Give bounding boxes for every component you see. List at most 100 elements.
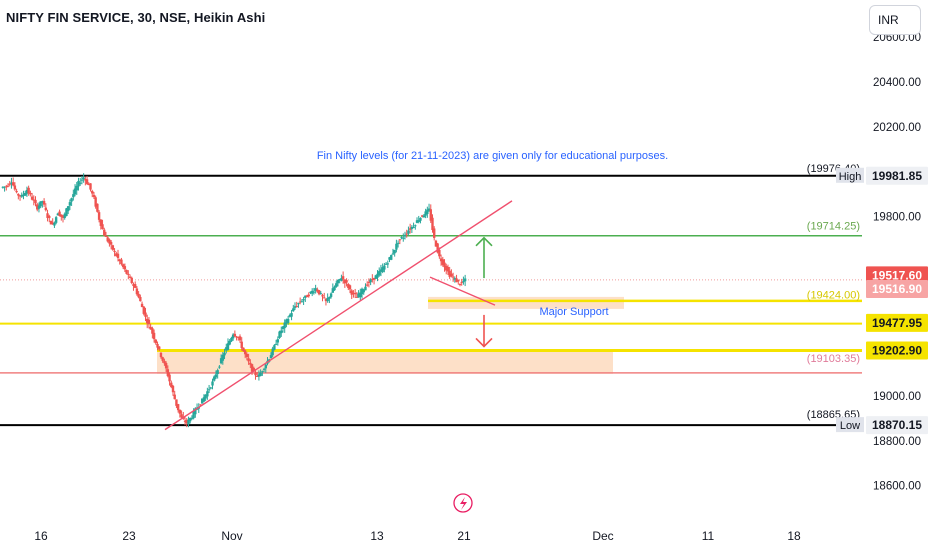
candle: [381, 263, 384, 274]
candle-body: [36, 204, 39, 210]
candle-body: [446, 267, 450, 272]
candle: [190, 415, 194, 421]
price-tick-label: 20200.00: [873, 122, 921, 134]
candle-body: [341, 276, 345, 280]
candle: [99, 219, 103, 230]
candle: [276, 336, 280, 346]
candle-body: [56, 213, 60, 216]
candle: [274, 339, 278, 346]
candle-body: [403, 235, 407, 237]
candle: [97, 210, 101, 223]
candle-body: [314, 288, 317, 291]
candle: [175, 399, 178, 409]
candle: [180, 410, 183, 419]
candle: [80, 175, 84, 185]
candle: [94, 195, 97, 209]
time-tick-label: Nov: [221, 529, 242, 543]
candle: [49, 220, 53, 225]
candle-body: [206, 391, 209, 397]
candle-body: [151, 328, 154, 334]
candle-body: [310, 290, 314, 294]
candle-body: [328, 296, 331, 299]
candle: [408, 223, 412, 234]
candle: [369, 278, 372, 286]
candle-body: [395, 243, 398, 250]
candle: [87, 182, 90, 186]
candle: [164, 361, 168, 373]
candle-body: [65, 208, 68, 217]
candle: [388, 256, 391, 263]
candle-body: [378, 271, 381, 276]
candle-body: [178, 409, 182, 414]
candle: [125, 269, 128, 275]
candle-body: [101, 224, 104, 230]
candle: [424, 208, 427, 219]
rising-trendline: [164, 200, 513, 431]
candle: [235, 335, 238, 341]
candle-body: [345, 280, 348, 283]
candle-body: [453, 278, 457, 280]
candle: [348, 284, 352, 294]
candle-body: [149, 326, 152, 330]
candle-body: [286, 318, 290, 324]
candle: [396, 240, 400, 248]
candle-body: [185, 419, 188, 424]
candle: [243, 349, 247, 359]
candle-body: [73, 188, 77, 195]
candle-body: [85, 179, 89, 184]
candle: [439, 254, 443, 266]
time-tick-label: 18: [787, 529, 801, 543]
time-tick-label: 13: [370, 529, 384, 543]
candle: [226, 338, 230, 351]
candle: [312, 287, 316, 295]
candle: [359, 288, 362, 301]
candle-body: [415, 220, 419, 223]
currency-selector[interactable]: INR: [869, 5, 921, 35]
price-tick-label: 18800.00: [873, 436, 921, 448]
candle: [24, 190, 27, 197]
candle-body: [386, 263, 390, 265]
price-tick-label: 20600.00: [873, 32, 921, 44]
candle-body: [338, 278, 341, 281]
level-label-red: (19103.35): [807, 353, 860, 365]
badge-last-red-text: 19517.60: [872, 268, 922, 282]
candle-body: [364, 286, 367, 291]
candle: [66, 206, 70, 215]
candle-body: [407, 230, 410, 234]
badge-high-bg: [866, 166, 928, 185]
candle-body: [103, 229, 106, 236]
candle-body: [269, 355, 273, 359]
candle: [104, 231, 108, 238]
candle-body: [439, 258, 443, 262]
badge-last-red: 19517.60: [866, 266, 928, 285]
candle-body: [463, 278, 467, 282]
candle: [457, 279, 460, 285]
candle: [323, 292, 326, 299]
candle: [84, 176, 87, 186]
candle: [51, 218, 54, 225]
candle-body: [331, 288, 335, 293]
candle: [290, 309, 293, 321]
candle: [431, 214, 434, 233]
candle-body: [298, 301, 302, 303]
candle: [61, 215, 65, 223]
candle: [321, 293, 324, 302]
candle: [34, 196, 37, 207]
candle-body: [144, 312, 147, 317]
candle: [249, 359, 252, 369]
candle-body: [3, 186, 6, 188]
candle-body: [32, 199, 35, 201]
candle: [340, 274, 343, 282]
candle-body: [292, 308, 295, 312]
down-arrow-head: [475, 337, 493, 348]
candle: [161, 356, 164, 363]
candle-body: [133, 284, 137, 288]
badge-yellow-mid-bg: [866, 341, 928, 360]
candle: [68, 199, 72, 211]
candle: [341, 271, 345, 284]
candle-body: [309, 291, 312, 293]
candle-body: [97, 212, 101, 220]
candle-body: [451, 276, 455, 278]
candle-body: [347, 284, 350, 288]
